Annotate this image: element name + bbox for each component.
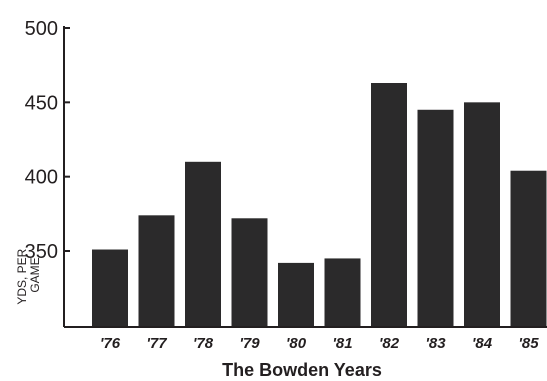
bar [510, 170, 547, 327]
y-tick-label: 400 [25, 167, 58, 189]
x-tick-label: '82 [379, 335, 400, 352]
x-tick-labels-group: '76 '77 '78 '79 '80 '81 '82 '83 '84 '85 [100, 335, 539, 352]
x-tick-label: '79 [239, 335, 260, 352]
x-tick-label: '76 [100, 335, 121, 352]
y-tick-label: 450 [25, 92, 58, 114]
x-axis-title: The Bowden Years [222, 360, 382, 380]
x-tick-label: '77 [146, 335, 167, 352]
bar [464, 102, 500, 327]
bar [324, 258, 361, 327]
x-tick-label: '84 [472, 335, 493, 352]
y-tick-label: 350 [25, 241, 58, 263]
bars-group [92, 83, 547, 328]
y-axis-title-line-1: YDS, PER [15, 248, 29, 304]
bar [278, 262, 314, 327]
bar [92, 249, 128, 327]
bar [417, 109, 454, 328]
bar [371, 83, 407, 327]
y-axis-title: YDS, PER GAME [15, 245, 42, 304]
y-tick-label: 500 [25, 18, 58, 40]
y-ticks-group: 350 400 450 500 [25, 18, 70, 263]
bar [138, 215, 175, 327]
y-axis-title-line-2: GAME [28, 257, 42, 292]
x-tick-label: '81 [332, 335, 352, 352]
x-tick-label: '85 [518, 335, 539, 352]
bar [185, 161, 221, 327]
x-tick-label: '78 [193, 335, 214, 352]
bar [231, 218, 268, 327]
x-tick-label: '80 [286, 335, 307, 352]
x-tick-label: '83 [425, 335, 446, 352]
